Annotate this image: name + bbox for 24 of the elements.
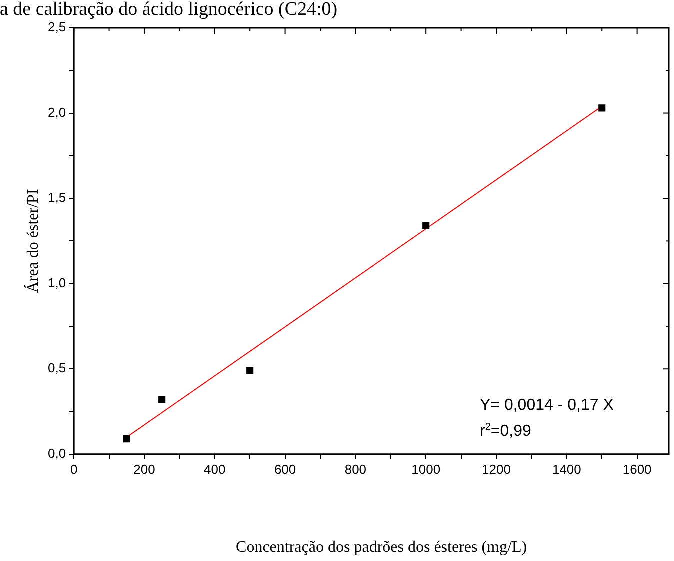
y-axis-title: Área do éster/PI: [24, 189, 42, 294]
x-tick-label: 400: [204, 462, 226, 477]
point: [158, 396, 166, 404]
point: [246, 367, 254, 374]
x-tick-label: 1400: [552, 462, 582, 477]
x-tick-label: 0: [70, 462, 78, 477]
x-tick-label: 800: [344, 462, 367, 477]
point: [598, 104, 606, 112]
x-tick-label: 1600: [622, 462, 652, 477]
x-tick-label: 200: [134, 462, 156, 477]
x-tick-label: 1200: [482, 462, 511, 477]
y-tick-label: 0,5: [48, 360, 66, 376]
annotation: Y= 0,0014 - 0,17 X: [480, 397, 614, 414]
point: [123, 436, 130, 443]
y-tick-label: 0,0: [48, 446, 66, 461]
chart-title: a de calibração do ácido lignocérico (C24:0): [0, 0, 338, 20]
y-tick-label: 1,0: [48, 275, 66, 290]
y-tick-label: 2,0: [48, 104, 66, 120]
y-tick-label: 2,5: [48, 20, 66, 35]
x-axis-title: Concentração dos padrões dos ésteres (mg/L): [236, 539, 528, 556]
x-tick-label: 1000: [412, 462, 441, 477]
y-tick-label: 1,5: [48, 190, 66, 206]
x-tick-label: 600: [274, 462, 296, 477]
point: [422, 222, 430, 230]
